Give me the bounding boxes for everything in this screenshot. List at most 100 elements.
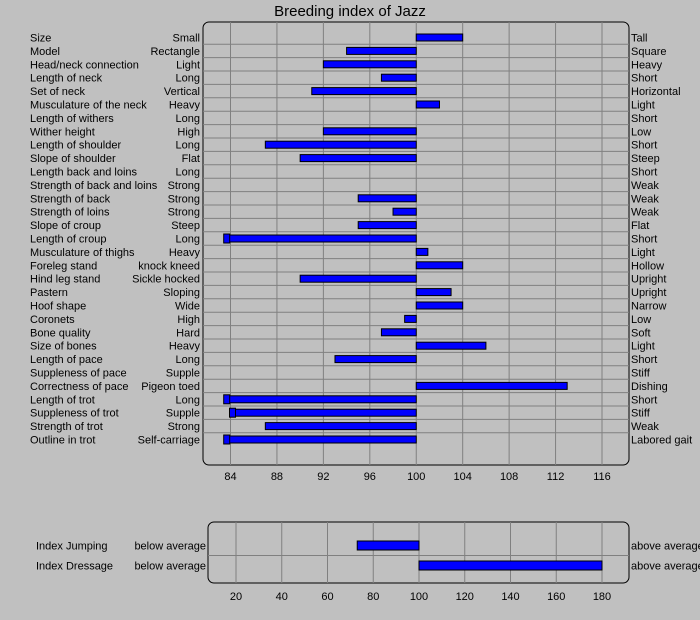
index-tick-label: 20 (230, 591, 242, 603)
low-extreme-label: Supple (166, 368, 200, 380)
low-extreme-label: Hard (176, 327, 200, 339)
low-extreme-label: Long (176, 167, 200, 179)
trait-label: Foreleg stand (30, 260, 97, 272)
low-extreme-label: Flat (182, 153, 200, 165)
index-tick-label: 140 (501, 591, 519, 603)
main-tick-label: 84 (224, 471, 236, 483)
bar-end-cap (223, 394, 231, 405)
trait-label: Length of neck (30, 73, 103, 85)
bar (311, 87, 417, 96)
high-extreme-label: Heavy (631, 59, 663, 71)
bar (224, 234, 417, 243)
trait-label: Set of neck (30, 86, 86, 98)
high-extreme-label: Tall (631, 33, 648, 45)
main-tick-label: 100 (407, 471, 425, 483)
bar (415, 301, 464, 310)
trait-label: Length back and loins (30, 167, 138, 179)
trait-label: Slope of croup (30, 220, 101, 232)
high-extreme-label: above average (631, 561, 700, 573)
high-extreme-label: Light (631, 341, 655, 353)
bar (346, 46, 417, 55)
bar (264, 140, 417, 149)
low-extreme-label: Long (176, 394, 200, 406)
trait-label: Hind leg stand (30, 274, 100, 286)
high-extreme-label: Square (631, 46, 666, 58)
trait-label: Suppleness of pace (30, 368, 127, 380)
low-extreme-label: Self-carriage (138, 435, 200, 447)
trait-label: Model (30, 46, 60, 58)
main-tick-label: 108 (500, 471, 518, 483)
high-extreme-label: Hollow (631, 260, 664, 272)
high-extreme-label: Light (631, 100, 655, 112)
bar (224, 395, 417, 404)
trait-label: Coronets (30, 314, 75, 326)
high-extreme-label: Weak (631, 180, 659, 192)
low-extreme-label: High (177, 314, 200, 326)
high-extreme-label: Low (631, 126, 651, 138)
main-tick-label: 104 (454, 471, 472, 483)
trait-label: Strength of trot (30, 421, 103, 433)
trait-label: Pastern (30, 287, 68, 299)
bar-end-cap (229, 407, 236, 418)
bar (334, 355, 417, 364)
trait-label: Head/neck connection (30, 59, 139, 71)
trait-label: Index Dressage (36, 561, 113, 573)
index-tick-label: 180 (593, 591, 611, 603)
trait-label: Wither height (30, 126, 95, 138)
bar (230, 408, 417, 417)
high-extreme-label: Dishing (631, 381, 668, 393)
low-extreme-label: High (177, 126, 200, 138)
bar (392, 207, 417, 216)
trait-label: Index Jumping (36, 541, 108, 553)
index-tick-label: 40 (276, 591, 288, 603)
index-tick-label: 60 (321, 591, 333, 603)
high-extreme-label: Narrow (631, 301, 667, 313)
index-tick-label: 80 (367, 591, 379, 603)
main-tick-label: 92 (317, 471, 329, 483)
high-extreme-label: Soft (631, 327, 651, 339)
bar (380, 328, 417, 337)
high-extreme-label: Short (631, 73, 657, 85)
trait-label: Slope of shoulder (30, 153, 116, 165)
bar (224, 435, 417, 444)
low-extreme-label: knock kneed (138, 260, 200, 272)
high-extreme-label: Short (631, 167, 657, 179)
bar-end-cap (223, 233, 231, 244)
low-extreme-label: Steep (171, 220, 200, 232)
high-extreme-label: Flat (631, 220, 649, 232)
low-extreme-label: Light (176, 59, 200, 71)
low-extreme-label: Long (176, 354, 200, 366)
bar (415, 247, 429, 256)
trait-label: Strength of loins (30, 207, 110, 219)
bar (415, 381, 568, 390)
trait-label: Length of pace (30, 354, 103, 366)
high-extreme-label: Stiff (631, 408, 651, 420)
bar (415, 33, 464, 42)
bar (415, 261, 464, 270)
main-tick-label: 88 (271, 471, 283, 483)
low-extreme-label: Sloping (163, 287, 200, 299)
low-extreme-label: Supple (166, 408, 200, 420)
bar (322, 127, 417, 136)
trait-label: Size (30, 33, 51, 45)
bar (415, 288, 452, 297)
bar (322, 60, 417, 69)
bar (357, 221, 417, 230)
main-tick-label: 116 (593, 471, 611, 483)
high-extreme-label: Short (631, 113, 657, 125)
index-tick-label: 100 (410, 591, 428, 603)
high-extreme-label: Steep (631, 153, 660, 165)
trait-label: Strength of back (30, 193, 111, 205)
trait-label: Size of bones (30, 341, 97, 353)
low-extreme-label: Strong (168, 421, 200, 433)
trait-label: Length of trot (30, 394, 95, 406)
main-tick-label: 96 (364, 471, 376, 483)
low-extreme-label: Long (176, 234, 200, 246)
trait-label: Length of shoulder (30, 140, 121, 152)
low-extreme-label: Pigeon toed (141, 381, 200, 393)
high-extreme-label: Short (631, 140, 657, 152)
main-tick-label: 112 (547, 471, 565, 483)
bar (356, 540, 420, 551)
low-extreme-label: Sickle hocked (132, 274, 200, 286)
high-extreme-label: Light (631, 247, 655, 259)
